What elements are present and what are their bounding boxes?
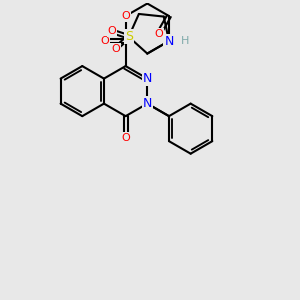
Text: N: N xyxy=(142,72,152,85)
Text: O: O xyxy=(111,44,120,54)
Text: H: H xyxy=(181,36,189,46)
Text: N: N xyxy=(164,34,174,48)
Text: O: O xyxy=(107,26,116,36)
Text: O: O xyxy=(154,29,163,39)
Text: N: N xyxy=(142,97,152,110)
Text: O: O xyxy=(121,11,130,21)
Text: O: O xyxy=(100,36,109,46)
Text: S: S xyxy=(125,30,133,43)
Text: O: O xyxy=(121,133,130,143)
